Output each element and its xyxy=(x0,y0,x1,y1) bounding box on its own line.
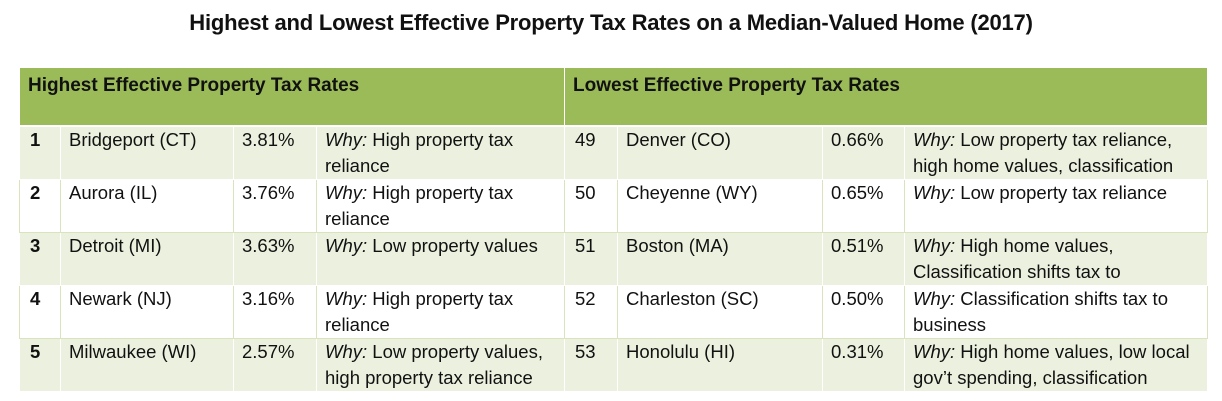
low-rate: 0.66% xyxy=(822,125,906,180)
table-row: 2 Aurora (IL) 3.76% Why: High property t… xyxy=(19,179,1209,233)
table-header-row: Highest Effective Property Tax Rates Low… xyxy=(18,67,1209,127)
why-label: Why: xyxy=(325,235,368,256)
low-why: Why: High home values, Classification sh… xyxy=(904,232,1209,286)
why-label: Why: xyxy=(913,341,956,362)
high-city: Bridgeport (CT) xyxy=(60,125,234,180)
low-why-text: Classification shifts tax to business xyxy=(913,288,1168,335)
high-why-text: High property tax reliance xyxy=(325,182,514,229)
low-rank: 50 xyxy=(564,179,619,233)
high-city: Milwaukee (WI) xyxy=(60,338,234,392)
low-why: Why: Low property tax reliance, high hom… xyxy=(904,125,1209,180)
table-row: 1 Bridgeport (CT) 3.81% Why: High proper… xyxy=(19,125,1209,180)
why-label: Why: xyxy=(913,182,956,203)
high-rank: 1 xyxy=(19,125,61,180)
low-why-text: High home values, Classification shifts … xyxy=(913,235,1121,282)
high-rate: 3.81% xyxy=(233,125,317,180)
why-label: Why: xyxy=(913,129,956,150)
high-why-text: High property tax reliance xyxy=(325,129,514,176)
high-city: Newark (NJ) xyxy=(60,285,234,339)
table-row: 5 Milwaukee (WI) 2.57% Why: Low property… xyxy=(19,338,1209,392)
high-why: Why: High property tax reliance xyxy=(315,125,566,180)
table-row: 4 Newark (NJ) 3.16% Why: High property t… xyxy=(19,285,1209,339)
high-rank: 2 xyxy=(19,179,61,233)
high-why-text: Low property values, high property tax r… xyxy=(325,341,543,388)
high-rate: 3.76% xyxy=(233,179,317,233)
low-rank: 53 xyxy=(564,338,619,392)
tax-rates-table: Highest Effective Property Tax Rates Low… xyxy=(18,67,1209,392)
why-label: Why: xyxy=(913,235,956,256)
low-city: Cheyenne (WY) xyxy=(617,179,824,233)
low-rank: 49 xyxy=(564,125,619,180)
page-title: Highest and Lowest Effective Property Ta… xyxy=(189,10,1033,35)
highest-rates-header: Highest Effective Property Tax Rates xyxy=(18,67,566,127)
high-rank: 3 xyxy=(19,232,61,286)
high-why-text: High property tax reliance xyxy=(325,288,514,335)
why-label: Why: xyxy=(325,288,368,309)
high-rate: 2.57% xyxy=(233,338,317,392)
why-label: Why: xyxy=(325,182,368,203)
table-row: 3 Detroit (MI) 3.63% Why: Low property v… xyxy=(19,232,1209,286)
low-why-text: High home values, low local gov’t spendi… xyxy=(913,341,1190,388)
high-rank: 4 xyxy=(19,285,61,339)
low-why: Why: Classification shifts tax to busine… xyxy=(904,285,1209,339)
low-rate: 0.50% xyxy=(822,285,906,339)
why-label: Why: xyxy=(325,341,368,362)
low-rank: 52 xyxy=(564,285,619,339)
high-why: Why: High property tax reliance xyxy=(315,179,566,233)
high-rank: 5 xyxy=(19,338,61,392)
high-rate: 3.63% xyxy=(233,232,317,286)
low-why-text: Low property tax reliance, high home val… xyxy=(913,129,1174,176)
high-city: Detroit (MI) xyxy=(60,232,234,286)
high-why: Why: Low property values xyxy=(315,232,566,286)
high-city: Aurora (IL) xyxy=(60,179,234,233)
low-city: Denver (CO) xyxy=(617,125,824,180)
low-why-text: Low property tax reliance xyxy=(955,182,1167,203)
low-city: Boston (MA) xyxy=(617,232,824,286)
high-why: Why: High property tax reliance xyxy=(315,285,566,339)
low-why: Why: High home values, low local gov’t s… xyxy=(904,338,1209,392)
high-rate: 3.16% xyxy=(233,285,317,339)
low-why: Why: Low property tax reliance xyxy=(904,179,1209,233)
high-why-text: Low property values xyxy=(367,235,538,256)
low-rate: 0.65% xyxy=(822,179,906,233)
low-rate: 0.51% xyxy=(822,232,906,286)
why-label: Why: xyxy=(913,288,956,309)
low-city: Honolulu (HI) xyxy=(617,338,824,392)
low-city: Charleston (SC) xyxy=(617,285,824,339)
high-why: Why: Low property values, high property … xyxy=(315,338,566,392)
why-label: Why: xyxy=(325,129,368,150)
lowest-rates-header: Lowest Effective Property Tax Rates xyxy=(564,67,1209,127)
low-rank: 51 xyxy=(564,232,619,286)
low-rate: 0.31% xyxy=(822,338,906,392)
